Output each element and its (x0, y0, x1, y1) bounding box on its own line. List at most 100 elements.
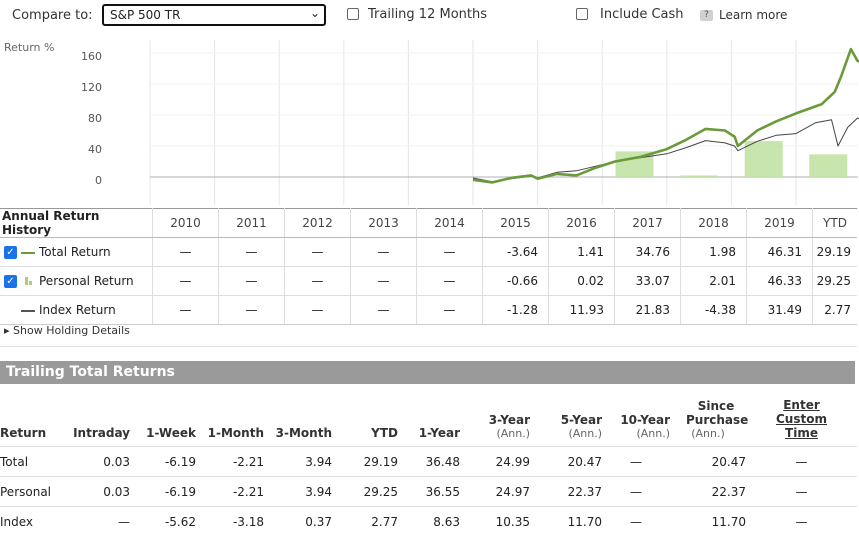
table-cell: 11.93 (549, 296, 615, 325)
table-cell: -0.66 (483, 267, 549, 296)
show-holding-details-toggle[interactable]: ▸ Show Holding Details (4, 324, 130, 337)
enter-custom-time-link[interactable]: Enter Custom Time (746, 392, 857, 447)
column-header: 1-Week (130, 392, 196, 447)
column-header-label: 5-Year (561, 413, 602, 427)
table-cell: 0.02 (549, 267, 615, 296)
table-cell: -6.19 (130, 477, 196, 507)
table-row: Personal 0.03 -6.19 -2.21 3.94 29.25 36.… (0, 477, 857, 507)
total-return-line (473, 49, 859, 182)
table-cell: 2.01 (681, 267, 747, 296)
table-cell: 22.37 (530, 477, 602, 507)
table-cell: 29.25 (813, 267, 858, 296)
table-cell: 20.47 (670, 447, 746, 477)
table-cell: 0.03 (60, 447, 130, 477)
total-return-checkbox[interactable]: ✓ (4, 246, 17, 259)
table-cell: — (153, 238, 219, 267)
column-header: 1-Month (196, 392, 264, 447)
table-cell: — (153, 296, 219, 325)
column-header: 10-Year(Ann.) (602, 392, 670, 447)
index-return-label: Index Return (39, 303, 116, 317)
table-cell: — (746, 477, 857, 507)
table-cell: 24.97 (460, 477, 530, 507)
table-cell: 1.98 (681, 238, 747, 267)
table-cell: 20.47 (530, 447, 602, 477)
table-cell: -3.64 (483, 238, 549, 267)
table-cell: -2.21 (196, 477, 264, 507)
table-cell: 31.49 (747, 296, 813, 325)
column-header: Return (0, 392, 60, 447)
total-return-legend-icon (21, 252, 35, 254)
table-cell: — (285, 267, 351, 296)
year-header: 2018 (681, 209, 747, 238)
year-header: 2010 (153, 209, 219, 238)
table-cell: — (219, 238, 285, 267)
table-cell: — (417, 238, 483, 267)
table-cell: 29.25 (332, 477, 398, 507)
table-cell: — (351, 238, 417, 267)
chart-lines (473, 49, 859, 182)
table-cell: -2.21 (196, 447, 264, 477)
year-header: 2012 (285, 209, 351, 238)
table-cell: — (153, 267, 219, 296)
column-header-sub: (Ann.) (670, 427, 746, 440)
total-return-label: Total Return (39, 245, 111, 259)
table-cell: 2.77 (813, 296, 858, 325)
column-header: Since Purchase(Ann.) (670, 392, 746, 447)
table-cell: 0.03 (60, 477, 130, 507)
annual-return-bar (680, 175, 718, 177)
column-header: 5-Year(Ann.) (530, 392, 602, 447)
column-header-label: 10-Year (620, 413, 670, 427)
personal-return-label: Personal Return (39, 274, 134, 288)
table-cell: -6.19 (130, 447, 196, 477)
year-header: 2016 (549, 209, 615, 238)
enter-custom-time-label[interactable]: Enter Custom Time (774, 398, 830, 440)
personal-return-row: ✓Personal Return — — — — — -0.66 0.02 33… (0, 267, 857, 296)
column-header-sub: (Ann.) (460, 427, 530, 440)
table-cell: Personal (0, 477, 60, 507)
column-header-sub: (Ann.) (530, 427, 602, 440)
personal-return-checkbox[interactable]: ✓ (4, 275, 17, 288)
column-header: 3-Year(Ann.) (460, 392, 530, 447)
year-header: 2011 (219, 209, 285, 238)
year-header: 2015 (483, 209, 549, 238)
column-header: 3-Month (264, 392, 332, 447)
table-cell: 36.48 (398, 447, 460, 477)
trailing-returns-header: Trailing Total Returns (0, 361, 855, 384)
bar-legend-icon (21, 274, 35, 288)
table-cell: 29.19 (813, 238, 858, 267)
table-cell: 22.37 (670, 477, 746, 507)
table-cell: 24.99 (460, 447, 530, 477)
table-cell: 3.94 (264, 477, 332, 507)
table-cell: — (417, 267, 483, 296)
column-header-label: Since Purchase (686, 399, 746, 427)
table-cell: — (417, 296, 483, 325)
divider (0, 346, 857, 347)
total-return-row: ✓Total Return — — — — — -3.64 1.41 34.76… (0, 238, 857, 267)
table-cell: 33.07 (615, 267, 681, 296)
table-cell: 36.55 (398, 477, 460, 507)
column-header: YTD (332, 392, 398, 447)
table-cell: — (219, 267, 285, 296)
table-cell: 3.94 (264, 447, 332, 477)
table-cell: 46.31 (747, 238, 813, 267)
column-header: Intraday (60, 392, 130, 447)
column-header-label: 3-Year (489, 413, 530, 427)
table-cell: 21.83 (615, 296, 681, 325)
year-header: 2014 (417, 209, 483, 238)
annual-return-title: Annual Return History (0, 209, 153, 238)
table-cell: 46.33 (747, 267, 813, 296)
annual-return-table: Annual Return History 2010 2011 2012 201… (0, 208, 857, 325)
table-cell: 34.76 (615, 238, 681, 267)
table-cell: — (285, 296, 351, 325)
trailing-returns-table: Return Intraday 1-Week 1-Month 3-Month Y… (0, 392, 857, 536)
table-cell: — (285, 238, 351, 267)
year-header: 2019 (747, 209, 813, 238)
table-cell: 29.19 (332, 447, 398, 477)
year-header: YTD (813, 209, 858, 238)
table-cell: — (602, 477, 670, 507)
column-header-sub: (Ann.) (602, 427, 670, 440)
year-header: 2017 (615, 209, 681, 238)
annual-return-bar (745, 141, 783, 177)
index-return-legend-icon (21, 310, 35, 312)
table-cell: — (219, 296, 285, 325)
